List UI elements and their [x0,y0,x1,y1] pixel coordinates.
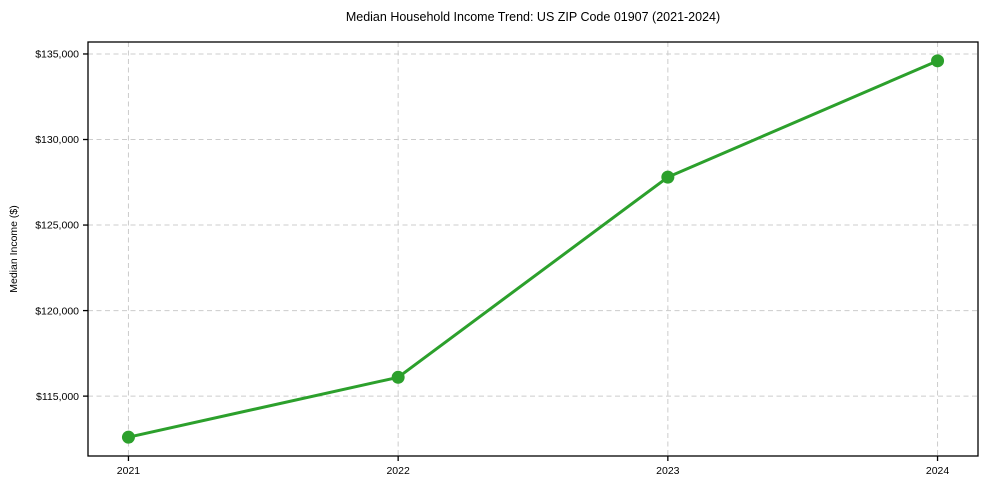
plot-border [87,41,979,457]
data-point-marker [931,54,945,68]
x-tick-label: 2024 [926,465,950,477]
y-tick-label: $115,000 [36,391,79,403]
x-tick-label: 2023 [656,465,680,477]
y-tick-label: $125,000 [35,220,79,232]
y-tick-label: $120,000 [35,305,79,317]
data-point-marker [391,370,405,384]
data-point-marker [121,430,135,444]
x-tick-label: 2022 [386,465,410,477]
x-tick-label: 2021 [117,465,141,477]
y-tick-label: $135,000 [35,49,79,61]
y-tick-label: $130,000 [35,134,79,146]
chart-title: Median Household Income Trend: US ZIP Co… [345,10,721,24]
trend-line [126,59,940,439]
data-point-marker [661,170,675,184]
